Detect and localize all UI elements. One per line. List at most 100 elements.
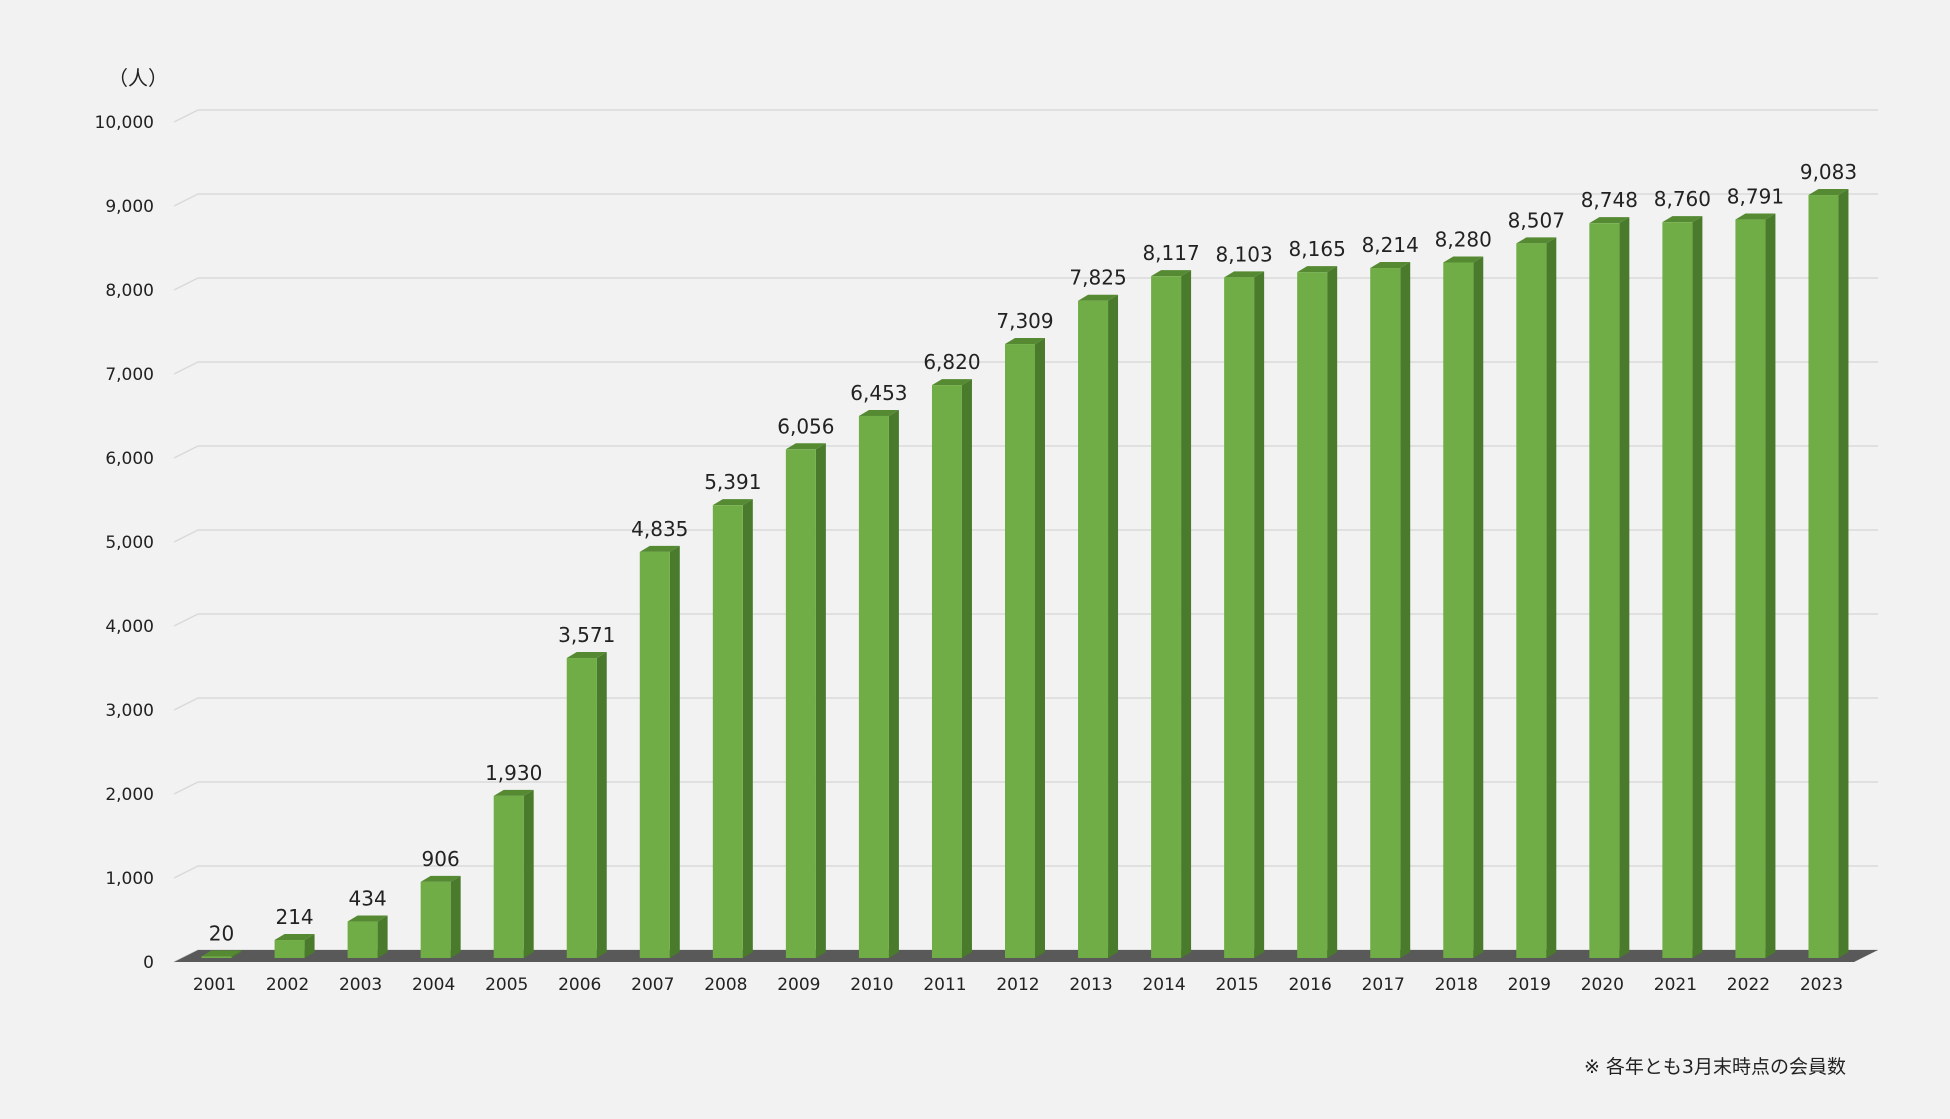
x-tick-label: 2011 [923, 975, 966, 995]
bar-side [1035, 338, 1045, 958]
data-label: 8,103 [1215, 242, 1272, 266]
data-label: 7,309 [996, 309, 1053, 333]
data-label: 6,453 [850, 381, 907, 405]
y-axis-ticks: 0 1,000 2,000 3,000 4,000 5,000 6,000 7,000 8,00… [95, 113, 154, 973]
bar-side [1254, 271, 1265, 958]
bar [274, 934, 315, 958]
bar-top [493, 789, 534, 796]
bar [1224, 271, 1265, 958]
data-label: 906 [422, 847, 460, 871]
bar-side [1108, 294, 1119, 958]
bar-front [566, 658, 597, 958]
bar-front [274, 940, 305, 958]
y-tick-label: 6,000 [105, 449, 154, 469]
bar [785, 443, 826, 958]
bar-front [1589, 223, 1620, 959]
bar-front [1662, 222, 1693, 958]
gridline-depth [173, 529, 199, 543]
y-tick-label: 7,000 [105, 365, 154, 385]
x-tick-label: 2009 [777, 975, 820, 995]
bar [1297, 266, 1338, 958]
bar-top [420, 875, 461, 882]
y-tick-label: 3,000 [105, 701, 154, 721]
bar-top [1078, 294, 1119, 301]
x-tick-label: 2022 [1727, 975, 1770, 995]
bar-front [1151, 276, 1182, 958]
data-label: 214 [275, 905, 313, 929]
data-label: 5,391 [704, 470, 761, 494]
bar-front [858, 415, 889, 958]
x-tick-label: 2005 [485, 975, 528, 995]
bar-side [1181, 270, 1192, 958]
bar-top [201, 950, 242, 957]
x-tick-label: 2004 [412, 975, 455, 995]
bar-top [1516, 237, 1557, 244]
y-tick-label: 10,000 [95, 113, 154, 133]
bar-front [420, 881, 451, 958]
bar-side [231, 950, 242, 958]
bar-side [1765, 213, 1776, 958]
bar-side [1692, 216, 1703, 958]
bar-front [1443, 262, 1474, 959]
bar-front [1224, 277, 1255, 958]
bar-top [1808, 189, 1849, 196]
data-label: 6,056 [777, 414, 834, 438]
bar-top [1589, 217, 1630, 224]
data-label: 8,214 [1362, 233, 1419, 257]
bar-front [1078, 300, 1109, 958]
bar-top [858, 409, 899, 416]
gridline-depth [173, 781, 199, 795]
data-label: 8,507 [1508, 208, 1565, 232]
data-label: 8,280 [1435, 227, 1492, 251]
bar [1443, 256, 1484, 959]
bar [420, 875, 461, 958]
data-label: 9,083 [1800, 160, 1857, 184]
data-label: 6,820 [923, 350, 980, 374]
x-tick-label: 2014 [1142, 975, 1185, 995]
bar-front [493, 795, 524, 958]
bar-top [785, 443, 826, 450]
bar-top [1735, 213, 1776, 220]
bar-side [1400, 262, 1411, 958]
data-label: 8,791 [1727, 185, 1784, 209]
bar [347, 915, 388, 958]
bar-side [669, 545, 680, 958]
bar-top [931, 379, 972, 386]
bar [1808, 189, 1849, 958]
y-tick-label: 2,000 [105, 785, 154, 805]
data-label: 4,835 [631, 517, 688, 541]
x-tick-label: 2006 [558, 975, 601, 995]
bar-side [1619, 217, 1630, 959]
bar-side [1327, 266, 1338, 958]
bar [931, 379, 972, 958]
gridline-depth [173, 361, 199, 375]
bar-top [566, 652, 607, 659]
bar-top [1224, 271, 1265, 278]
bar-front [1808, 195, 1839, 958]
bars [201, 189, 1849, 959]
data-label: 3,571 [558, 623, 615, 647]
x-tick-label: 2012 [996, 975, 1039, 995]
bar [566, 652, 607, 958]
bar-top [1370, 262, 1411, 269]
bar-side [304, 934, 315, 958]
bar-front [785, 449, 816, 958]
gridline-depth [173, 277, 199, 291]
x-tick-label: 2008 [704, 975, 747, 995]
x-tick-label: 2003 [339, 975, 382, 995]
bar-side [1546, 237, 1557, 959]
x-tick-label: 2019 [1508, 975, 1551, 995]
bar [1662, 216, 1703, 958]
bar-top [274, 934, 315, 941]
bar-front [931, 385, 962, 958]
gridline-depth [173, 613, 199, 627]
bar [1735, 213, 1776, 958]
data-label: 8,165 [1289, 237, 1346, 261]
bar-top [1005, 338, 1045, 345]
bar-side [450, 875, 461, 958]
bar [201, 950, 242, 958]
x-tick-label: 2001 [193, 975, 236, 995]
bar-top [1297, 266, 1338, 273]
bar-front [639, 551, 670, 958]
bar-side [1838, 189, 1849, 958]
